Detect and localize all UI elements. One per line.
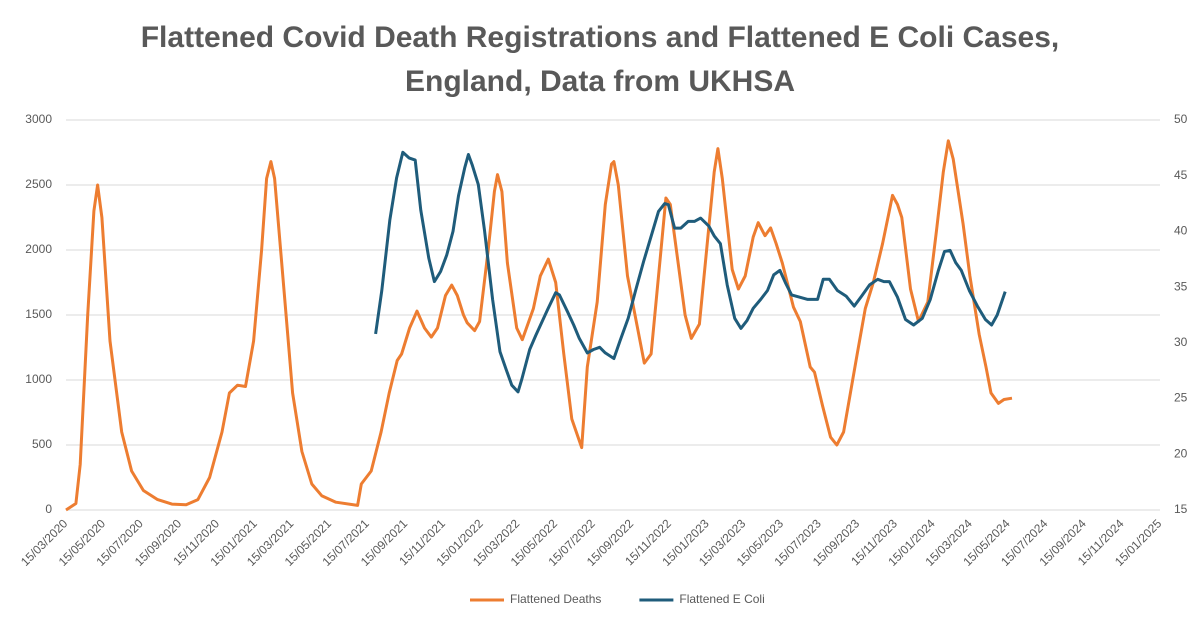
legend-label: Flattened Deaths xyxy=(510,592,601,606)
series-line xyxy=(65,139,1013,512)
y-tick-label: 500 xyxy=(32,437,52,451)
y2-tick-label: 40 xyxy=(1174,224,1188,238)
y2-tick-label: 20 xyxy=(1174,446,1188,460)
y-tick-label: 2000 xyxy=(25,242,52,256)
y-tick-label: 0 xyxy=(45,502,52,516)
y2-tick-label: 25 xyxy=(1174,391,1188,405)
y2-tick-label: 15 xyxy=(1174,502,1188,516)
y-tick-label: 3000 xyxy=(25,112,52,126)
series-line xyxy=(374,150,1007,394)
y2-tick-label: 50 xyxy=(1174,112,1188,126)
y-tick-label: 1000 xyxy=(25,372,52,386)
y2-tick-label: 35 xyxy=(1174,279,1188,293)
y-tick-label: 1500 xyxy=(25,307,52,321)
chart-title: Flattened Covid Death Registrations and … xyxy=(140,21,1060,98)
y2-tick-label: 30 xyxy=(1174,335,1188,349)
y2-tick-label: 45 xyxy=(1174,168,1188,182)
legend-label: Flattened E Coli xyxy=(679,592,764,606)
y-tick-label: 2500 xyxy=(25,177,52,191)
